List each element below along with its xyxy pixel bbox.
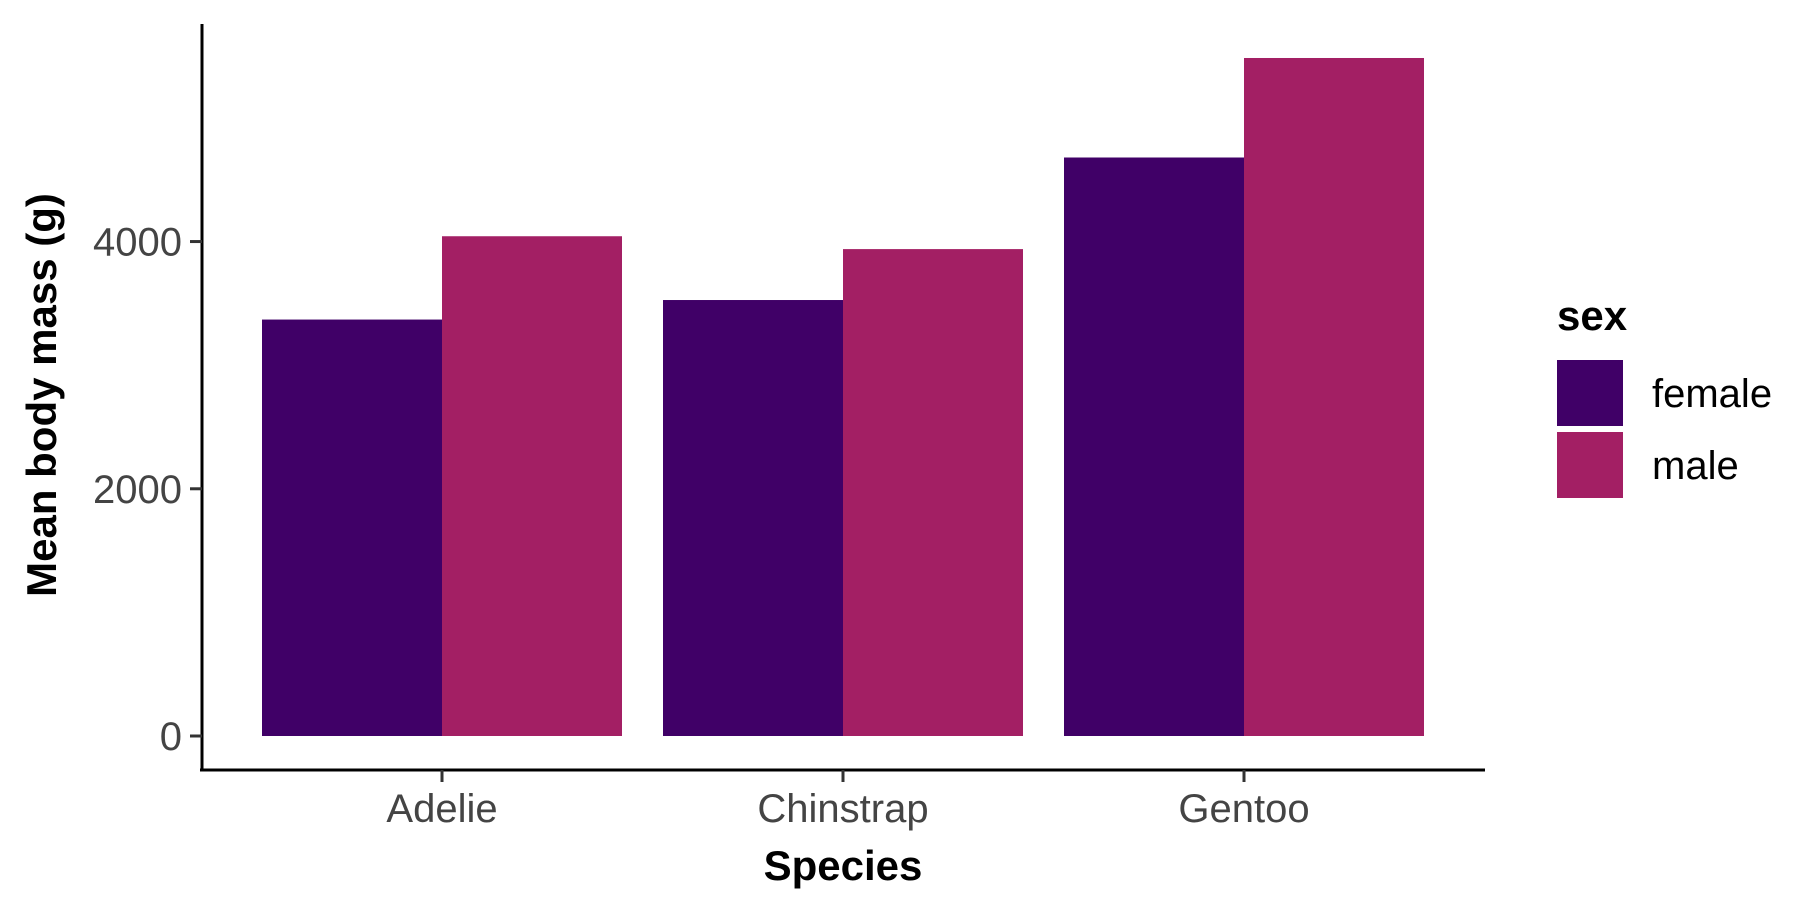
y-tick-label: 4000 xyxy=(93,221,182,265)
x-axis-title: Species xyxy=(764,842,923,889)
x-tick-label: Adelie xyxy=(386,787,497,831)
legend-label-female: female xyxy=(1652,372,1772,416)
legend-key-male xyxy=(1557,432,1623,498)
y-tick-label: 2000 xyxy=(93,468,182,512)
y-ticks: 0 2000 4000 xyxy=(93,221,202,759)
legend-key-female xyxy=(1557,360,1623,426)
bars-layer xyxy=(262,57,1424,737)
legend: sex female male xyxy=(1557,292,1772,498)
y-tick-label: 0 xyxy=(160,715,182,759)
bar-adelie-female xyxy=(262,319,442,736)
bar-chinstrap-female xyxy=(663,300,843,736)
y-axis-title: Mean body mass (g) xyxy=(18,193,65,597)
x-tick-label: Gentoo xyxy=(1178,787,1309,831)
bar-chinstrap-male xyxy=(843,249,1023,737)
legend-label-male: male xyxy=(1652,444,1739,488)
x-ticks: Adelie Chinstrap Gentoo xyxy=(386,770,1310,831)
bar-adelie-male xyxy=(442,236,622,736)
x-tick-label: Chinstrap xyxy=(757,787,928,831)
legend-title: sex xyxy=(1557,292,1628,339)
bar-gentoo-male xyxy=(1244,57,1424,737)
bar-gentoo-female xyxy=(1064,157,1244,736)
